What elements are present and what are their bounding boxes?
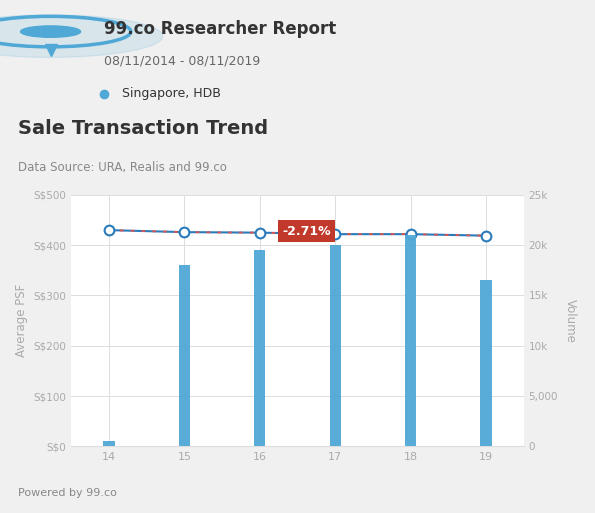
Bar — [179, 265, 190, 446]
Text: Powered by 99.co: Powered by 99.co — [18, 488, 117, 498]
Y-axis label: Average PSF: Average PSF — [15, 284, 28, 357]
Bar — [480, 281, 491, 446]
Text: 99.co Researcher Report: 99.co Researcher Report — [104, 21, 336, 38]
Text: -2.71%: -2.71% — [283, 225, 331, 238]
Circle shape — [0, 15, 163, 57]
Text: Data Source: URA, Realis and 99.co: Data Source: URA, Realis and 99.co — [18, 161, 227, 173]
Text: Singapore, HDB: Singapore, HDB — [122, 87, 221, 100]
Bar — [330, 245, 341, 446]
Bar — [254, 250, 265, 446]
Bar — [405, 235, 416, 446]
Circle shape — [21, 26, 80, 37]
Y-axis label: Volume: Volume — [565, 299, 577, 343]
Text: Sale Transaction Trend: Sale Transaction Trend — [18, 119, 268, 138]
Text: 08/11/2014 - 08/11/2019: 08/11/2014 - 08/11/2019 — [104, 54, 261, 67]
Bar — [104, 441, 115, 446]
